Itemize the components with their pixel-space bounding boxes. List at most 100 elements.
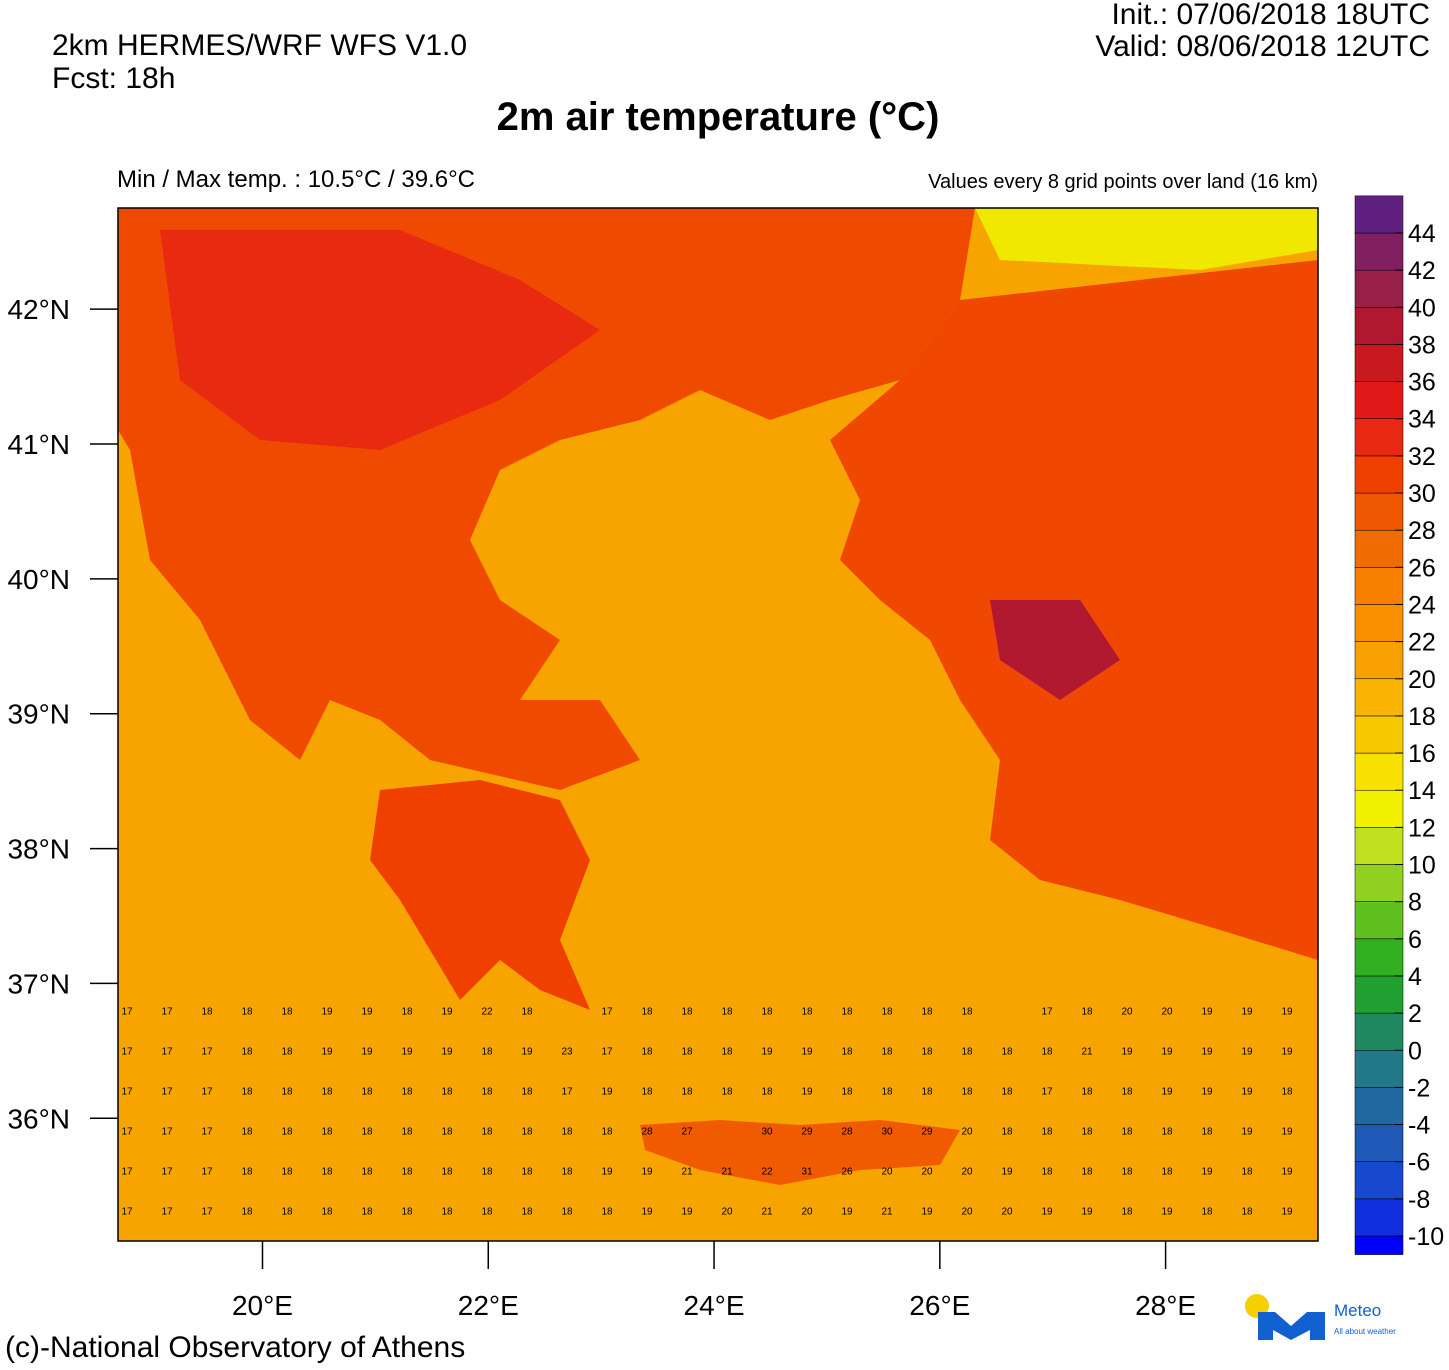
grid-value: 18 xyxy=(281,1007,293,1018)
colorbar-label: -4 xyxy=(1408,1112,1430,1140)
grid-value: 21 xyxy=(761,1207,773,1218)
colorbar-bin xyxy=(1354,975,1404,1014)
grid-value: 18 xyxy=(1001,1047,1013,1058)
grid-value: 18 xyxy=(561,1127,573,1138)
grid-value: 18 xyxy=(1081,1087,1093,1098)
colorbar-bin xyxy=(1354,418,1404,457)
grid-value: 19 xyxy=(361,1007,373,1018)
grid-value: 18 xyxy=(201,1007,213,1018)
grid-value: 18 xyxy=(481,1087,493,1098)
grid-value: 29 xyxy=(921,1127,933,1138)
grid-value: 18 xyxy=(241,1127,253,1138)
grid-value: 18 xyxy=(481,1127,493,1138)
grid-value: 18 xyxy=(281,1087,293,1098)
grid-value: 18 xyxy=(841,1007,853,1018)
grid-value: 23 xyxy=(561,1047,573,1058)
grid-value: 26 xyxy=(841,1167,853,1178)
grid-value: 17 xyxy=(201,1207,213,1218)
grid-value: 18 xyxy=(841,1047,853,1058)
colorbar-bin xyxy=(1354,492,1404,531)
grid-value: 18 xyxy=(481,1207,493,1218)
colorbar-label: 38 xyxy=(1408,331,1436,359)
grid-value: 20 xyxy=(961,1167,973,1178)
grid-value: 19 xyxy=(761,1047,773,1058)
grid-value: 17 xyxy=(161,1127,173,1138)
grid-value: 17 xyxy=(201,1047,213,1058)
grid-value: 19 xyxy=(1281,1047,1293,1058)
grid-value: 19 xyxy=(441,1047,453,1058)
grid-value: 19 xyxy=(1041,1207,1053,1218)
colorbar-label: 12 xyxy=(1408,814,1436,842)
grid-value: 18 xyxy=(1041,1167,1053,1178)
grid-value: 17 xyxy=(161,1047,173,1058)
colorbar-bin xyxy=(1354,1087,1404,1125)
grid-value: 19 xyxy=(601,1087,613,1098)
colorbar-bin xyxy=(1354,1050,1404,1088)
colorbar-bin xyxy=(1354,307,1404,345)
grid-value: 18 xyxy=(361,1207,373,1218)
grid-value: 18 xyxy=(1121,1087,1133,1098)
grid-value: 18 xyxy=(241,1087,253,1098)
grid-value: 18 xyxy=(401,1127,413,1138)
grid-value: 20 xyxy=(961,1127,973,1138)
grid-value: 18 xyxy=(881,1007,893,1018)
grid-value: 19 xyxy=(1241,1047,1253,1058)
grid-value: 18 xyxy=(521,1087,533,1098)
grid-value: 19 xyxy=(1161,1087,1173,1098)
grid-value: 17 xyxy=(561,1087,573,1098)
grid-value: 19 xyxy=(1201,1007,1213,1018)
grid-value: 18 xyxy=(401,1207,413,1218)
grid-value: 18 xyxy=(561,1207,573,1218)
grid-value: 19 xyxy=(641,1207,653,1218)
grid-value: 18 xyxy=(681,1087,693,1098)
y-tick-label: 36°N xyxy=(7,1103,70,1134)
land-hot xyxy=(160,230,600,450)
grid-value: 18 xyxy=(641,1087,653,1098)
y-tick-label: 40°N xyxy=(7,564,70,595)
grid-value: 18 xyxy=(761,1007,773,1018)
grid-value: 18 xyxy=(241,1007,253,1018)
grid-value: 17 xyxy=(1041,1087,1053,1098)
grid-value: 19 xyxy=(1241,1127,1253,1138)
grid-value: 18 xyxy=(721,1087,733,1098)
colorbar-bin xyxy=(1354,344,1404,382)
grid-value: 18 xyxy=(721,1007,733,1018)
grid-value: 19 xyxy=(1281,1007,1293,1018)
grid-value: 17 xyxy=(161,1087,173,1098)
grid-value: 18 xyxy=(281,1167,293,1178)
grid-value: 18 xyxy=(921,1007,933,1018)
grid-value: 18 xyxy=(1161,1167,1173,1178)
colorbar-label: 6 xyxy=(1408,926,1422,954)
grid-value: 19 xyxy=(1281,1167,1293,1178)
grid-value: 18 xyxy=(481,1167,493,1178)
grid-value: 18 xyxy=(1281,1087,1293,1098)
grid-value: 18 xyxy=(1041,1127,1053,1138)
grid-value: 18 xyxy=(361,1167,373,1178)
grid-value: 19 xyxy=(841,1207,853,1218)
colorbar-bin xyxy=(1354,641,1404,680)
colorbar-label: 44 xyxy=(1408,220,1436,248)
grid-value: 20 xyxy=(881,1167,893,1178)
grid-value: 18 xyxy=(241,1167,253,1178)
map-frame xyxy=(117,207,1319,1242)
grid-value: 18 xyxy=(681,1047,693,1058)
colorbar-label: 4 xyxy=(1408,963,1422,991)
grid-value: 18 xyxy=(1121,1167,1133,1178)
y-tick-label: 39°N xyxy=(7,699,70,730)
grid-value: 18 xyxy=(481,1047,493,1058)
grid-value: 18 xyxy=(441,1127,453,1138)
grid-value: 18 xyxy=(601,1207,613,1218)
grid-value: 18 xyxy=(1241,1167,1253,1178)
x-tick-label: 20°E xyxy=(232,1290,293,1321)
x-tick-label: 22°E xyxy=(458,1290,519,1321)
grid-value: 19 xyxy=(1241,1007,1253,1018)
grid-value: 17 xyxy=(201,1127,213,1138)
grid-value: 18 xyxy=(521,1207,533,1218)
grid-value: 18 xyxy=(521,1167,533,1178)
colorbar-label: 2 xyxy=(1408,1000,1422,1028)
grid-value: 21 xyxy=(1081,1047,1093,1058)
grid-value: 20 xyxy=(1121,1007,1133,1018)
colorbar-label: 40 xyxy=(1408,294,1436,322)
colorbar-bin xyxy=(1354,529,1404,568)
